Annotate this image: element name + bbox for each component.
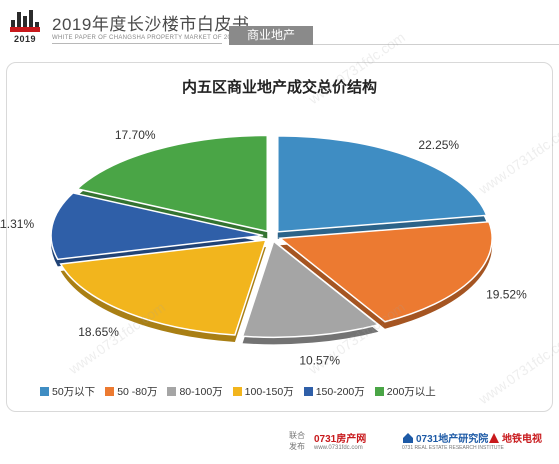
legend-swatch-4	[303, 387, 313, 396]
legend-label-0: 50万以下	[52, 386, 96, 398]
chart-legend: 50万以下 50 -80万 80-100万 100-150万 150-200万 200万以…	[40, 384, 436, 399]
logo-red-tag	[10, 27, 40, 32]
legend-item-1: 50 -80万	[105, 384, 157, 399]
footer-logo-0731fdc-url: www.0731fdc.com	[314, 445, 363, 451]
legend-swatch-3	[232, 387, 242, 396]
header-divider	[52, 43, 222, 44]
section-tag: 商业地产	[229, 26, 313, 45]
pie-label-5: 17.70%	[115, 128, 156, 142]
pie-slice-0	[277, 135, 488, 233]
legend-item-2: 80-100万	[167, 384, 223, 399]
footer-logo-research: 0731地产研究院 0731 REAL ESTATE RESEARCH INST…	[402, 430, 504, 451]
legend-label-4: 150-200万	[315, 386, 365, 398]
footer-logo-research-text: 0731地产研究院	[416, 434, 489, 445]
pie-slice-2	[241, 240, 381, 339]
legend-label-3: 100-150万	[244, 386, 294, 398]
legend-swatch-5	[374, 387, 384, 396]
legend-label-2: 80-100万	[179, 386, 223, 398]
footer-logo-research-sub: 0731 REAL ESTATE RESEARCH INSTITUTE	[402, 445, 504, 451]
legend-swatch-0	[40, 387, 49, 396]
footer-logo-metro-tv: 地铁电视	[488, 430, 542, 445]
logo-year: 2019	[13, 34, 37, 44]
legend-swatch-1	[105, 387, 115, 396]
legend-item-5: 200万以上	[374, 384, 436, 399]
legend-item-4: 150-200万	[303, 384, 365, 399]
footer: 联合发布 0731房产网 www.0731fdc.com 0731地产研究院 0…	[0, 420, 559, 464]
pie-label-0: 22.25%	[418, 138, 459, 152]
header-subtitle: WHITE PAPER OF CHANGSHA PROPERTY MARKET …	[52, 35, 239, 41]
section-line	[313, 44, 559, 45]
legend-swatch-2	[167, 387, 177, 396]
pie-label-1: 19.52%	[486, 288, 527, 302]
pie-slice-4	[50, 192, 264, 261]
pie-slice-3	[59, 239, 268, 336]
metro-tv-icon	[489, 433, 499, 443]
house-icon	[403, 433, 413, 443]
footer-logo-0731fdc: 0731房产网 www.0731fdc.com	[314, 430, 366, 451]
brand-logo: 2019	[6, 8, 44, 46]
footer-logo-metro-tv-text: 地铁电视	[502, 434, 542, 445]
legend-item-3: 100-150万	[232, 384, 294, 399]
header-title: 2019年度长沙楼市白皮书	[52, 15, 250, 34]
pie-label-3: 18.65%	[78, 325, 119, 339]
legend-label-5: 200万以上	[386, 386, 436, 398]
joint-release-label: 联合发布	[289, 431, 305, 451]
legend-item-0: 50万以下	[40, 384, 95, 399]
pie-label-4: 11.31%	[0, 217, 34, 231]
pie-label-2: 10.57%	[299, 354, 340, 368]
pie-slice-1	[278, 221, 493, 323]
pie-slice-5	[75, 134, 268, 233]
legend-label-1: 50 -80万	[117, 386, 158, 398]
footer-logo-0731fdc-text: 0731房产网	[314, 434, 367, 445]
chart-title: 内五区商业地产成交总价结构	[181, 79, 377, 96]
